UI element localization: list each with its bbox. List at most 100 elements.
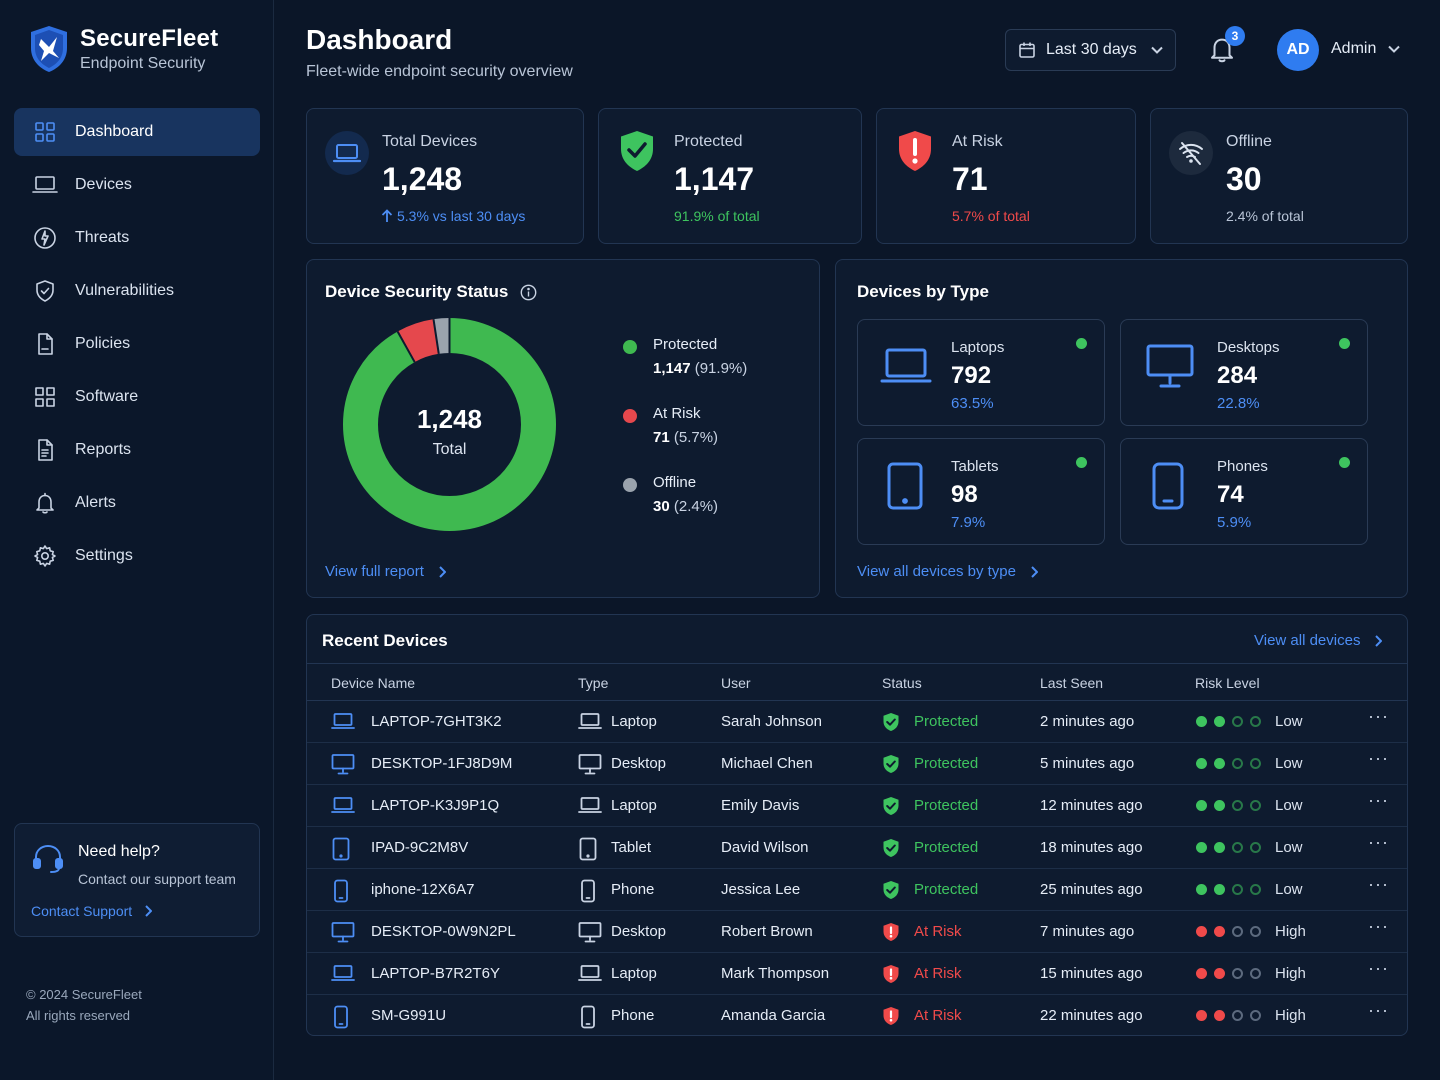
risk-dot: [1232, 884, 1243, 895]
sidebar-item-software[interactable]: Software: [14, 373, 260, 421]
stat-card-offline[interactable]: Offline 30 2.4% of total: [1150, 108, 1408, 244]
risk-dot: [1250, 842, 1261, 853]
laptop-icon: [578, 963, 602, 983]
more-options-icon[interactable]: ···: [1368, 748, 1389, 768]
stat-label: Offline: [1226, 133, 1272, 150]
shield-check-icon: [882, 880, 900, 900]
table-row[interactable]: iphone-12X6A7 Phone Jessica Lee Protected 25…: [307, 869, 1407, 911]
stat-card-at-risk[interactable]: At Risk 71 5.7% of total: [876, 108, 1136, 244]
grid-icon: [32, 119, 58, 145]
table-row[interactable]: SM-G991U Phone Amanda Garcia At Risk 22 minu…: [307, 995, 1407, 1037]
document-icon: [32, 331, 58, 357]
device-name[interactable]: DESKTOP-1FJ8D9M: [371, 755, 513, 772]
device-name[interactable]: iphone-12X6A7: [371, 881, 475, 898]
more-options-icon[interactable]: ···: [1368, 874, 1389, 894]
section-title-text: Device Security Status: [325, 282, 509, 301]
device-name[interactable]: IPAD-9C2M8V: [371, 839, 469, 856]
stat-card-total-devices[interactable]: Total Devices 1,248 5.3% vs last 30 days: [306, 108, 584, 244]
chevron-right-icon: [144, 905, 153, 917]
legend-pct: (5.7%): [673, 429, 719, 446]
brand-logo-icon: [28, 24, 70, 74]
sidebar-item-vulnerabilities[interactable]: Vulnerabilities: [14, 267, 260, 315]
risk-dot: [1250, 758, 1261, 769]
risk-dot: [1232, 758, 1243, 769]
sidebar-nav: Dashboard Devices Threats Vulnerabilitie…: [14, 108, 260, 585]
user-menu[interactable]: Admin: [1331, 40, 1401, 58]
copyright: © 2024 SecureFleet All rights reserved: [26, 984, 142, 1026]
table-row[interactable]: LAPTOP-B7R2T6Y Laptop Mark Thompson At Risk…: [307, 953, 1407, 995]
stat-note: 5.7% of total: [952, 208, 1030, 224]
sidebar-item-alerts[interactable]: Alerts: [14, 479, 260, 527]
risk-dot: [1196, 968, 1207, 979]
table-row[interactable]: DESKTOP-1FJ8D9M Desktop Michael Chen Protec…: [307, 743, 1407, 785]
donut-total-value: 1,248: [416, 404, 483, 434]
device-name[interactable]: SM-G991U: [371, 1007, 447, 1024]
view-all-devices-link[interactable]: View all devices: [1254, 632, 1383, 649]
stat-label: Protected: [674, 133, 743, 150]
risk-indicator: [1196, 968, 1261, 979]
device-name[interactable]: LAPTOP-7GHT3K2: [371, 713, 502, 730]
view-all-devices-by-type-link[interactable]: View all devices by type: [857, 563, 1038, 580]
legend-count: 30: [653, 498, 670, 515]
risk-dot: [1196, 800, 1207, 811]
stat-value: 71: [952, 161, 988, 197]
headset-icon: [31, 842, 65, 876]
device-type-tile-tablets[interactable]: Tablets 98 7.9%: [857, 438, 1105, 545]
more-options-icon[interactable]: ···: [1368, 958, 1389, 978]
device-type-tile-desktops[interactable]: Desktops 284 22.8%: [1120, 319, 1368, 426]
tablet-icon: [886, 461, 924, 511]
device-type-tile-laptops[interactable]: Laptops 792 63.5%: [857, 319, 1105, 426]
chevron-right-icon: [438, 565, 446, 578]
notifications-button[interactable]: 3: [1207, 26, 1245, 66]
column-header[interactable]: User: [721, 675, 751, 691]
shield-check-icon: [882, 754, 900, 774]
table-row[interactable]: LAPTOP-K3J9P1Q Laptop Emily Davis Protected…: [307, 785, 1407, 827]
info-icon[interactable]: [520, 284, 537, 301]
date-range-select[interactable]: Last 30 days: [1005, 29, 1176, 71]
column-header[interactable]: Last Seen: [1040, 675, 1104, 691]
sidebar-item-threats[interactable]: Threats: [14, 214, 260, 262]
sidebar-item-policies[interactable]: Policies: [14, 320, 260, 368]
view-full-report-link[interactable]: View full report: [325, 563, 446, 580]
device-user: Amanda Garcia: [721, 1007, 826, 1024]
more-options-icon[interactable]: ···: [1368, 832, 1389, 852]
more-options-icon[interactable]: ···: [1368, 1000, 1389, 1020]
stat-value: 30: [1226, 161, 1262, 197]
column-header[interactable]: Status: [882, 675, 922, 691]
more-options-icon[interactable]: ···: [1368, 790, 1389, 810]
report-icon: [32, 437, 58, 463]
device-type-tile-phones[interactable]: Phones 74 5.9%: [1120, 438, 1368, 545]
risk-dot: [1250, 926, 1261, 937]
notification-count-badge: 3: [1225, 26, 1245, 46]
column-header[interactable]: Risk Level: [1195, 675, 1260, 691]
recent-devices-card: Recent Devices View all devices Device N…: [306, 614, 1408, 1036]
device-name[interactable]: LAPTOP-K3J9P1Q: [371, 797, 500, 814]
brand[interactable]: SecureFleet Endpoint Security: [28, 24, 218, 74]
avatar[interactable]: AD: [1277, 29, 1319, 71]
table-row[interactable]: LAPTOP-7GHT3K2 Laptop Sarah Johnson Protect…: [307, 701, 1407, 743]
column-header[interactable]: Type: [578, 675, 609, 691]
risk-level: Low: [1275, 839, 1303, 856]
tile-percent: 5.9%: [1217, 514, 1252, 531]
more-options-icon[interactable]: ···: [1368, 916, 1389, 936]
more-options-icon[interactable]: ···: [1368, 706, 1389, 726]
sidebar-item-label: Alerts: [75, 494, 116, 511]
desktop-icon: [331, 753, 355, 775]
legend-pct: (91.9%): [694, 360, 748, 377]
device-name[interactable]: LAPTOP-B7R2T6Y: [371, 965, 500, 982]
column-header[interactable]: Device Name: [331, 675, 416, 691]
last-seen: 5 minutes ago: [1040, 755, 1135, 772]
shield-check-icon: [617, 129, 657, 173]
table-row[interactable]: DESKTOP-0W9N2PL Desktop Robert Brown At Ris…: [307, 911, 1407, 953]
stat-card-protected[interactable]: Protected 1,147 91.9% of total: [598, 108, 862, 244]
table-row[interactable]: IPAD-9C2M8V Tablet David Wilson Protected 18…: [307, 827, 1407, 869]
help-title: Need help?: [78, 843, 160, 860]
device-name[interactable]: DESKTOP-0W9N2PL: [371, 923, 516, 940]
sidebar-item-devices[interactable]: Devices: [14, 161, 260, 209]
sidebar-item-dashboard[interactable]: Dashboard: [14, 108, 260, 156]
sidebar-item-settings[interactable]: Settings: [14, 532, 260, 580]
tablet-icon: [331, 837, 351, 861]
contact-support-link[interactable]: Contact Support: [31, 903, 153, 919]
sidebar-item-reports[interactable]: Reports: [14, 426, 260, 474]
link-label: View all devices: [1254, 632, 1361, 649]
